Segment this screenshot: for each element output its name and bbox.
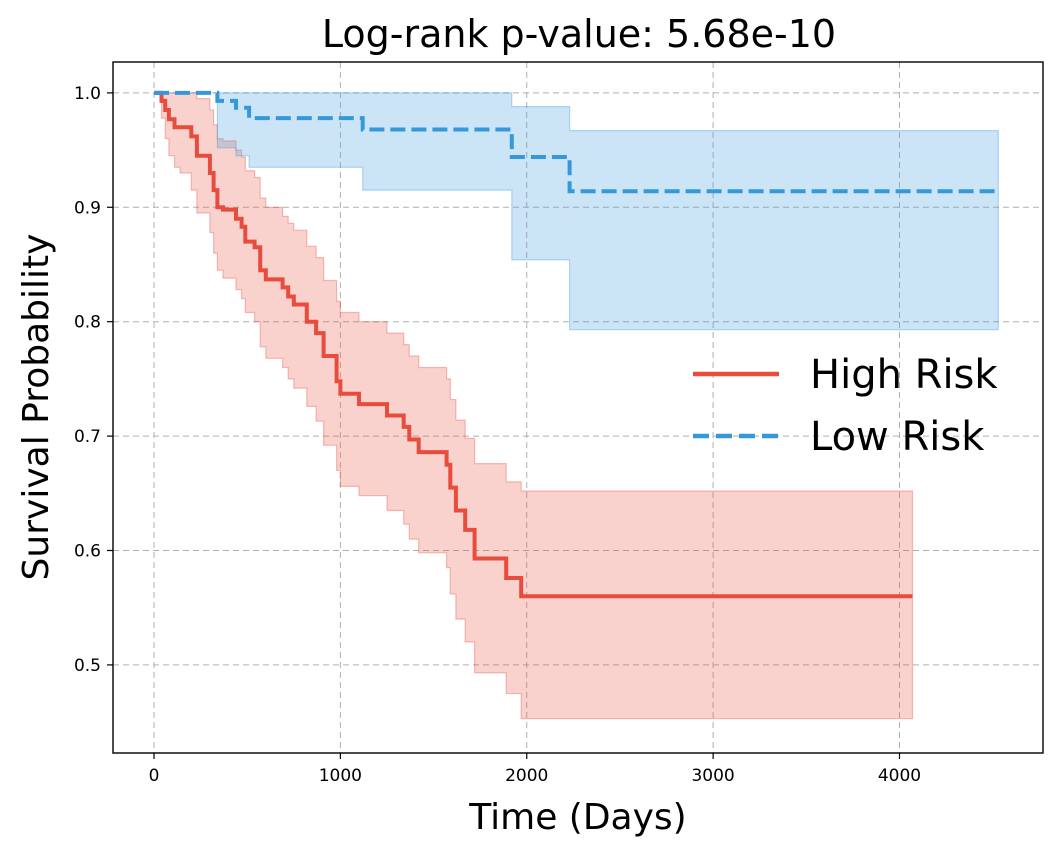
y-axis-ticks: 0.5 0.6 0.7 0.8 0.9 1.0	[74, 84, 113, 676]
ci-band-0	[154, 92, 914, 720]
survival-line-1	[154, 90, 999, 194]
confidence-bands	[154, 92, 999, 720]
x-axis-label: Time (Days)	[468, 797, 686, 838]
grid	[113, 62, 1043, 753]
y-tick-label-1: 0.6	[74, 542, 101, 562]
survival-line-0	[154, 90, 913, 599]
y-tick-label-5: 1.0	[74, 84, 101, 104]
y-axis-label: Survival Probability	[16, 234, 57, 581]
x-tick-label-0: 0	[149, 766, 160, 786]
x-tick-label-2: 2000	[505, 766, 548, 786]
legend-label-1: Low Risk	[810, 414, 985, 460]
survival-curves	[154, 90, 999, 599]
ci-band-1	[154, 92, 999, 331]
x-axis-ticks: 0 1000 2000 3000 4000	[149, 753, 921, 786]
x-tick-label-3: 3000	[691, 766, 734, 786]
legend: High Risk Low Risk	[693, 352, 998, 460]
plot-frame	[112, 61, 1044, 754]
y-tick-label-0: 0.5	[74, 656, 101, 676]
legend-label-0: High Risk	[810, 352, 998, 398]
y-tick-label-2: 0.7	[74, 427, 101, 447]
chart-title: Log-rank p-value: 5.68e-10	[322, 12, 836, 56]
x-tick-label-4: 4000	[878, 766, 921, 786]
x-tick-label-1: 1000	[319, 766, 362, 786]
y-tick-label-4: 0.9	[74, 198, 101, 218]
y-tick-label-3: 0.8	[74, 313, 101, 333]
